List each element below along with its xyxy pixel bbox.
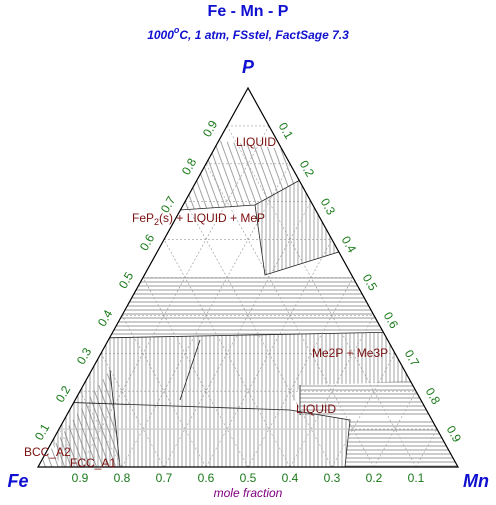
tick-label: 0.4 [339, 234, 360, 256]
phase-label: BCC_A2 [24, 445, 71, 459]
text-part: LIQUID [236, 135, 276, 149]
tick-label: 0.8 [179, 156, 200, 178]
region [255, 180, 345, 275]
tick-label: 0.1 [32, 421, 53, 443]
axis-title: mole fraction [214, 486, 283, 500]
region [38, 330, 458, 410]
tick-label: 0.5 [116, 269, 137, 291]
tick-label: 0.7 [402, 347, 423, 369]
grid-line [184, 201, 333, 468]
phase-boundary [254, 204, 346, 276]
tick-label: 0.8 [423, 385, 444, 407]
tick-label: 0.7 [156, 471, 173, 485]
tick-label: 0.6 [137, 231, 158, 253]
grid-line [415, 428, 438, 468]
grid-line [289, 315, 375, 468]
tie-line-regions [38, 140, 458, 467]
grid-line [331, 353, 396, 468]
superscript: o [174, 25, 180, 35]
tick-label: 0.6 [381, 309, 402, 331]
grid-line [79, 391, 123, 468]
tick-label: 0.9 [72, 471, 89, 485]
grid-line [163, 201, 312, 468]
text-part: 2 [154, 217, 159, 227]
tick-label: 0.8 [114, 471, 131, 485]
subtitle: 1000oC, 1 atm, FSstel, FactSage 7.3 [147, 25, 349, 42]
phase-boundary [179, 339, 201, 401]
grid-line [142, 277, 249, 468]
text-part: LIQUID [296, 402, 336, 416]
text-part: Me2P + Me3P [312, 346, 388, 360]
title: Fe - Mn - P [208, 3, 289, 20]
triangle-frame [36, 86, 460, 468]
tick-label: 0.4 [282, 471, 299, 485]
subtitle-text: 1000 [147, 28, 174, 42]
subtitle-text: C, 1 atm, FSstel, FactSage 7.3 [179, 28, 349, 42]
vertex-label: Fe [7, 471, 28, 491]
phase-label: Me2P + Me3P [312, 346, 388, 360]
phase-boundary [38, 399, 351, 467]
ternary-grid [58, 125, 438, 468]
tick-label: 0.6 [198, 471, 215, 485]
text-part: (s) + LIQUID + MeP [159, 211, 265, 225]
tick-label: 0.5 [240, 471, 257, 485]
tick-label: 0.4 [95, 307, 116, 329]
phase-label: FeP2(s) + LIQUID + MeP [132, 211, 265, 227]
grid-line [58, 428, 81, 468]
tick-label: 0.3 [74, 345, 95, 367]
grid-line [121, 315, 207, 468]
vertex-label: Mn [463, 471, 489, 491]
tick-label: 0.9 [200, 118, 221, 140]
phase-boundary [109, 369, 121, 467]
grid-line [100, 353, 165, 468]
grid-line [247, 277, 354, 468]
tick-label: 0.1 [408, 471, 425, 485]
grid-line [373, 391, 417, 468]
text-part: FCC_A1 [70, 456, 116, 470]
phase-label: FCC_A1 [70, 456, 116, 470]
tick-label: 0.3 [324, 471, 341, 485]
tick-label: 0.5 [360, 272, 381, 294]
tick-label: 0.3 [318, 196, 339, 218]
tick-label: 0.2 [53, 383, 74, 405]
tick-label: 0.2 [297, 158, 318, 180]
grid-line [79, 125, 270, 468]
tick-label: 0.2 [366, 471, 383, 485]
tick-label: 0.1 [276, 120, 297, 142]
vertex-label: P [242, 57, 255, 77]
grid-line [226, 125, 417, 468]
region [38, 370, 120, 467]
phase-label: LIQUID [296, 402, 336, 416]
tick-label: 0.9 [444, 423, 465, 445]
text-part: BCC_A2 [24, 445, 71, 459]
region [345, 418, 458, 467]
phase-label: LIQUID [236, 135, 276, 149]
region [38, 275, 458, 340]
text-part: FeP [132, 211, 154, 225]
